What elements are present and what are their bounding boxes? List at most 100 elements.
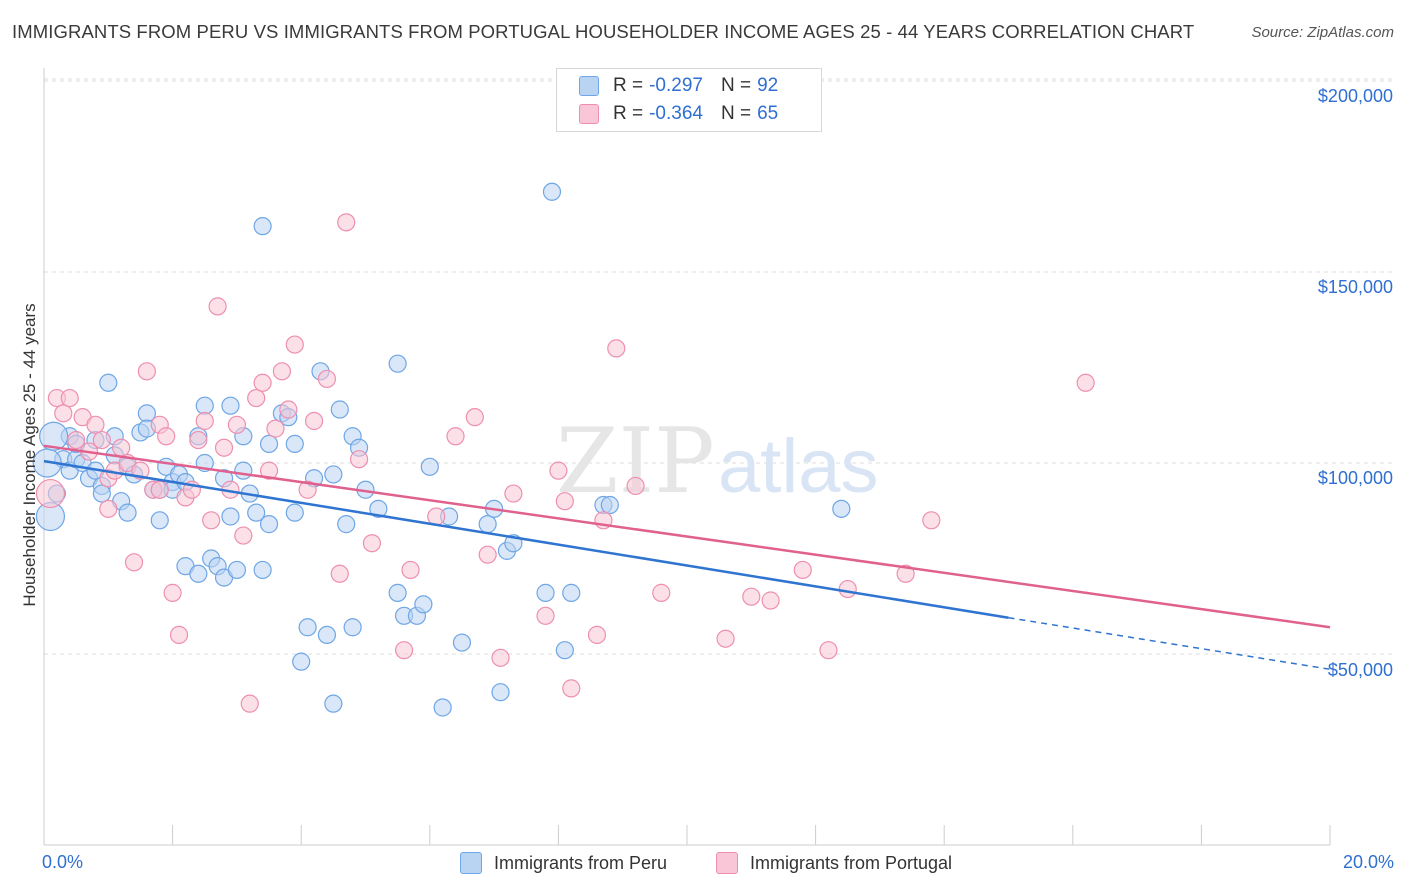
portugal-point [272,362,292,381]
legend-item-peru: Immigrants from Peru [460,852,667,874]
portugal-point [247,388,266,408]
portugal-point [793,560,812,580]
peru-legend-swatch [460,852,482,874]
peru-trend-extension [1008,616,1331,671]
peru-point [536,583,555,602]
portugal-point [60,388,79,408]
portugal-point [394,641,414,660]
peru-point [324,694,343,713]
peru-point [388,583,407,602]
portugal-point [259,461,279,480]
peru-point [234,461,253,480]
portugal-legend-label: Immigrants from Portugal [750,852,953,873]
portugal-swatch [579,104,599,124]
portugal-point [536,606,555,625]
peru-point [414,595,433,614]
peru-point [317,625,337,645]
peru-point [337,515,356,534]
legend-item-portugal: Immigrants from Portugal [716,852,952,874]
n-value: 92 [757,75,779,96]
portugal-point [195,411,214,431]
chart-title: IMMIGRANTS FROM PERU VS IMMIGRANTS FROM … [12,21,1195,42]
portugal-point [112,438,131,457]
peru-point [150,511,169,530]
portugal-point [279,400,298,419]
peru-point [600,495,619,515]
peru-point [555,641,574,660]
portugal-point [362,534,382,553]
portugal-point [163,583,182,602]
peru-point [285,503,304,522]
portugal-point [54,404,73,423]
portugal-point [465,408,484,427]
portugal-point [652,583,671,602]
peru-point [195,396,214,415]
portugal-trend-line [43,444,1331,629]
r-label: R = [613,75,644,96]
portugal-point [266,419,285,438]
peru-point [420,457,439,476]
portugal-point [587,625,607,645]
portugal-point [317,369,337,389]
y-tick-label-100k: $100,000 [1317,468,1393,488]
source-label: Source: ZipAtlas.com [1251,24,1394,41]
portugal-point [1076,373,1095,392]
portugal-point [401,560,420,580]
portugal-point [742,587,761,606]
portugal-point [838,579,857,599]
portugal-point [337,213,356,232]
portugal-point [298,480,317,499]
portugal-point [349,450,369,469]
y-tick-label-200k: $200,000 [1317,86,1393,106]
legend-row-portugal: R = -0.364 N = 65 [579,102,778,126]
portugal-point [67,430,86,450]
peru-point [298,618,317,637]
peru-point [259,434,279,453]
portugal-point [208,297,227,316]
portugal-point [330,564,349,583]
y-tick-label-150k: $150,000 [1317,277,1393,297]
x-tick-label-max: 20.0% [1342,852,1394,872]
portugal-point [137,362,156,381]
peru-point [99,373,118,392]
portugal-point [819,641,838,660]
portugal-point [761,591,780,610]
portugal-point [549,461,568,480]
peru-point [189,564,208,583]
watermark-atlas: atlas [718,424,879,509]
peru-point [221,396,240,415]
portugal-point [427,507,446,526]
portugal-point [304,411,324,431]
peru-point [343,618,362,637]
peru-point [369,499,388,518]
peru-legend-label: Immigrants from Peru [494,852,668,873]
peru-point [330,400,349,419]
peru-point [388,354,407,373]
peru-point [452,633,472,652]
n-value: 65 [757,103,779,124]
n-label: N = [720,103,752,124]
portugal-point [285,335,304,354]
portugal-point [240,694,259,713]
portugal-point [562,679,581,698]
peru-point [227,560,246,580]
portugal-point [189,430,208,450]
r-value: -0.364 [649,103,703,124]
watermark-zip: ZIP [556,409,715,514]
portugal-point [922,511,941,530]
peru-point [39,421,69,451]
portugal-point [446,427,465,446]
peru-point [253,560,272,580]
peru-point [324,465,343,484]
portugal-point [169,625,189,645]
portugal-point [607,339,626,358]
peru-point [433,698,452,717]
portugal-point [227,415,246,434]
peru-point [542,182,562,201]
peru-swatch [579,76,599,96]
peru-point [221,507,240,526]
portugal-point [555,492,574,511]
peru-point [259,515,279,534]
peru-point [491,683,510,702]
bottom-legend: Immigrants from Peru Immigrants from Por… [0,852,1406,878]
